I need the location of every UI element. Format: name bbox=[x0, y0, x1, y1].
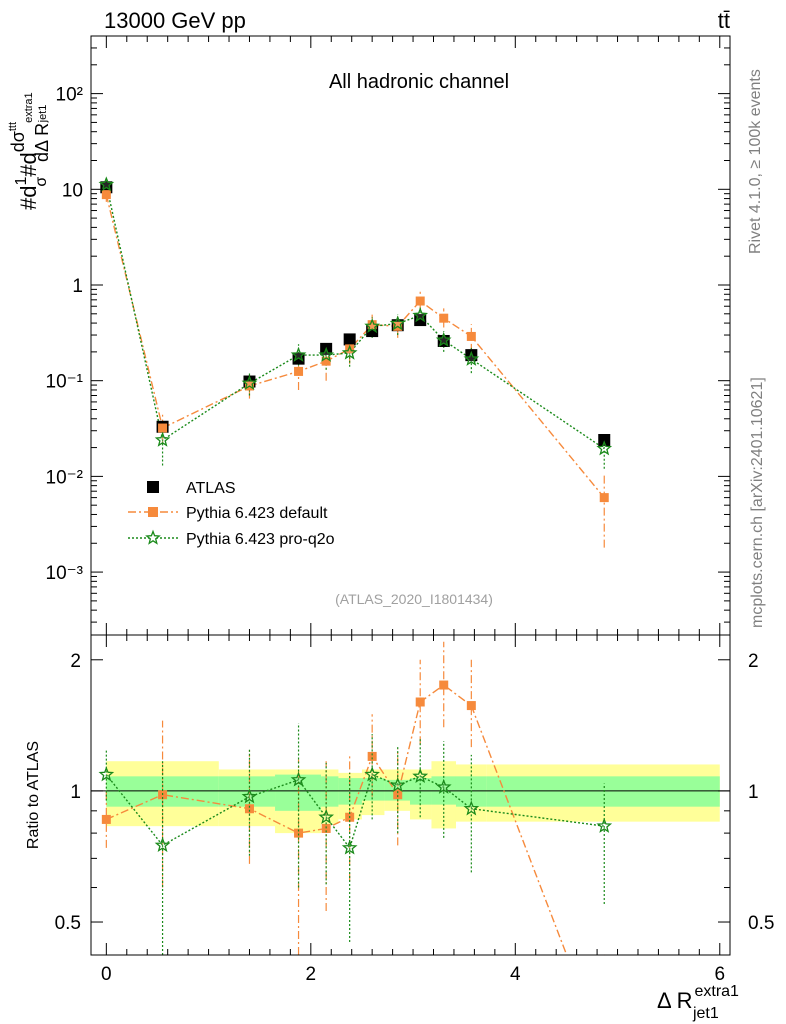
ratio-y-axis-label: Ratio to ATLAS bbox=[25, 741, 42, 849]
proq2o-mc-point bbox=[290, 346, 307, 362]
ratio-default-point bbox=[393, 790, 403, 800]
default-mc-point bbox=[466, 331, 476, 341]
ratio-proq2o-point bbox=[241, 788, 258, 804]
default-mc-point bbox=[345, 344, 355, 354]
header-process-label: tt̄ bbox=[718, 8, 730, 33]
x-tick-label: 6 bbox=[714, 964, 725, 985]
ratio-default-point bbox=[294, 828, 304, 838]
x-tick-label: 4 bbox=[510, 964, 521, 985]
main-series-line-2 bbox=[105, 184, 605, 450]
ratio-default-point bbox=[101, 814, 111, 824]
main-y-tick-label: 10 bbox=[62, 180, 83, 201]
ratio-band-green bbox=[486, 776, 720, 807]
ratio-band-green bbox=[361, 778, 385, 801]
ratio-y-tick-label-left: 1 bbox=[70, 782, 81, 803]
legend-atlas-label: ATLAS bbox=[186, 480, 236, 497]
legend-proq2o-label: Pythia 6.423 pro-q2o bbox=[186, 531, 335, 548]
ratio-band-green bbox=[218, 776, 276, 807]
ratio-uncertainty-bands bbox=[91, 761, 730, 834]
main-y-axis-label-text: #d1 σ#ddσttt dΔ Rextra1 jet1 bbox=[7, 92, 52, 210]
proq2o-mc-point bbox=[154, 431, 171, 447]
default-mc-point bbox=[158, 423, 168, 433]
ratio-frame bbox=[90, 634, 731, 956]
ratio-y-tick-label-left: 0.5 bbox=[55, 913, 81, 934]
ratio-series-line-1 bbox=[105, 773, 605, 850]
main-y-tick-label: 1 bbox=[72, 276, 83, 297]
ratio-proq2o-point bbox=[364, 766, 380, 782]
default-mc-point bbox=[599, 493, 609, 503]
proq2o-mc-point bbox=[98, 176, 115, 192]
proq2o-mc-point bbox=[389, 315, 406, 331]
default-mc-point bbox=[294, 366, 304, 376]
legend-atlas-marker bbox=[147, 481, 159, 493]
main-data-layer bbox=[98, 176, 613, 548]
atlas-data-point bbox=[598, 433, 611, 446]
main-y-tick-label: 10⁻² bbox=[46, 467, 84, 488]
mcplots-label: mcplots.cern.ch [arXiv:2401.10621] bbox=[749, 377, 766, 628]
ratio-band-green bbox=[321, 776, 339, 807]
ratio-panel: 0.5 0.5 1 1 2 2 0 2 4 6 bbox=[55, 634, 774, 985]
ratio-proq2o-point bbox=[596, 817, 613, 833]
ratio-proq2o-point bbox=[463, 800, 480, 816]
ratio-proq2o-point bbox=[412, 767, 429, 784]
main-y-axis-label: #d1 σ#ddσttt dΔ Rextra1 jet1 bbox=[7, 92, 52, 210]
proq2o-mc-point bbox=[463, 350, 480, 366]
default-mc-point bbox=[101, 190, 111, 200]
legend: ATLAS Pythia 6.423 default Pythia 6.423 … bbox=[128, 480, 335, 548]
header-energy-label: 13000 GeV pp bbox=[104, 8, 246, 33]
main-y-tick-label: 10⁻¹ bbox=[46, 372, 84, 393]
default-mc-point bbox=[415, 296, 425, 306]
default-mc-point bbox=[439, 313, 449, 323]
legend-default-marker bbox=[148, 507, 158, 517]
ratio-y-tick-label-left: 2 bbox=[70, 651, 81, 672]
ratio-proq2o-point bbox=[341, 839, 358, 855]
main-y-tick-label: 10² bbox=[56, 85, 83, 106]
main-axis-ticks: 10⁻³ 10⁻² 10⁻¹ 1 10 10² bbox=[46, 35, 730, 635]
ratio-series-line-0 bbox=[106, 684, 568, 955]
proq2o-mc-point bbox=[364, 317, 381, 334]
default-mc-point bbox=[321, 356, 331, 366]
rivet-version-label: Rivet 4.1.0, ≥ 100k events bbox=[747, 69, 764, 254]
proq2o-mc-point bbox=[435, 331, 452, 347]
ratio-data-layer bbox=[98, 641, 613, 955]
ratio-proq2o-point bbox=[98, 766, 115, 782]
ratio-proq2o-point bbox=[435, 778, 452, 794]
proq2o-mc-point bbox=[318, 346, 335, 362]
main-series-line-1 bbox=[105, 194, 605, 499]
analysis-watermark: (ATLAS_2020_I1801434) bbox=[335, 591, 493, 607]
x-tick-label: 0 bbox=[101, 964, 112, 985]
ratio-y-tick-label-right: 1 bbox=[748, 782, 759, 803]
ratio-y-tick-label-right: 0.5 bbox=[748, 913, 774, 934]
ratio-default-point bbox=[367, 751, 377, 761]
proq2o-mc-point bbox=[241, 375, 258, 390]
ratio-proq2o-point bbox=[318, 808, 335, 824]
ratio-proq2o-point bbox=[154, 836, 171, 853]
ratio-default-point bbox=[321, 823, 331, 833]
main-y-tick-label: 10⁻³ bbox=[46, 563, 84, 584]
ratio-axis-ticks: 0.5 0.5 1 1 2 2 0 2 4 6 bbox=[55, 635, 774, 985]
ratio-y-tick-label-right: 2 bbox=[748, 651, 759, 672]
ratio-proq2o-point bbox=[290, 771, 307, 787]
proq2o-mc-point bbox=[596, 440, 613, 456]
legend-proq2o-star-icon bbox=[145, 529, 161, 545]
ratio-default-point bbox=[466, 701, 476, 711]
proq2o-mc-point bbox=[341, 344, 358, 360]
legend-default-label: Pythia 6.423 default bbox=[186, 505, 328, 522]
ratio-default-point bbox=[244, 804, 254, 814]
atlas-data-point bbox=[465, 349, 478, 362]
x-tick-label: 2 bbox=[306, 964, 317, 985]
ratio-default-point bbox=[415, 697, 425, 707]
default-mc-point bbox=[367, 320, 377, 330]
proq2o-mc-point bbox=[412, 307, 429, 323]
ratio-proq2o-point bbox=[389, 777, 406, 793]
main-title: All hadronic channel bbox=[329, 71, 509, 93]
atlas-data-point bbox=[343, 333, 356, 346]
ratio-default-point bbox=[439, 680, 449, 690]
